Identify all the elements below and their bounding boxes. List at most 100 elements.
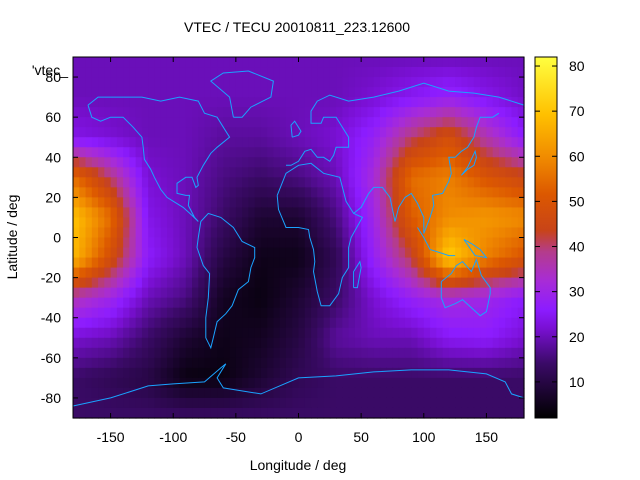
heatmap-cell bbox=[254, 107, 262, 118]
heatmap-cell bbox=[398, 257, 406, 269]
heatmap-cell bbox=[85, 277, 93, 289]
y-tick-label: -20 bbox=[41, 270, 61, 286]
heatmap-cell bbox=[79, 197, 87, 209]
heatmap-cell bbox=[354, 207, 362, 219]
heatmap-cell bbox=[79, 57, 87, 68]
heatmap-cell bbox=[392, 247, 400, 259]
heatmap-cell bbox=[436, 217, 444, 229]
heatmap-cell bbox=[386, 317, 394, 329]
heatmap-cell bbox=[210, 407, 218, 419]
heatmap-cell bbox=[423, 357, 431, 369]
heatmap-cell bbox=[480, 77, 488, 88]
heatmap-cell bbox=[267, 97, 275, 108]
heatmap-cell bbox=[455, 357, 462, 369]
heatmap-cell bbox=[492, 387, 500, 399]
heatmap-cell bbox=[386, 297, 394, 309]
heatmap-cell bbox=[492, 177, 500, 188]
heatmap-cell bbox=[354, 287, 362, 299]
heatmap-cell bbox=[392, 67, 400, 78]
heatmap-cell bbox=[235, 407, 243, 419]
heatmap-cell bbox=[430, 157, 437, 168]
heatmap-cell bbox=[116, 407, 124, 419]
heatmap-cell bbox=[85, 267, 93, 279]
heatmap-cell bbox=[254, 137, 262, 148]
heatmap-cell bbox=[192, 307, 199, 319]
heatmap-cell bbox=[348, 217, 356, 229]
heatmap-cell bbox=[223, 257, 231, 269]
heatmap-cell bbox=[448, 227, 456, 239]
heatmap-cell bbox=[436, 347, 444, 359]
heatmap-cell bbox=[166, 297, 174, 309]
heatmap-cell bbox=[98, 377, 105, 389]
heatmap-cell bbox=[317, 287, 325, 299]
heatmap-cell bbox=[254, 327, 262, 339]
heatmap-cell bbox=[367, 307, 375, 319]
heatmap-cell bbox=[91, 127, 99, 138]
heatmap-cell bbox=[148, 177, 156, 188]
heatmap-cell bbox=[192, 287, 199, 299]
heatmap-cell bbox=[498, 107, 506, 118]
heatmap-cell bbox=[336, 97, 343, 108]
heatmap-cell bbox=[361, 137, 368, 148]
heatmap-cell bbox=[467, 277, 475, 289]
heatmap-cell bbox=[442, 157, 450, 168]
heatmap-cell bbox=[467, 267, 475, 279]
heatmap-cell bbox=[392, 187, 400, 198]
heatmap-cell bbox=[342, 177, 350, 188]
heatmap-cell bbox=[329, 57, 337, 68]
heatmap-cell bbox=[273, 127, 281, 138]
heatmap-cell bbox=[210, 187, 218, 198]
heatmap-cell bbox=[179, 327, 187, 339]
heatmap-cell bbox=[198, 287, 206, 299]
heatmap-cell bbox=[311, 397, 318, 409]
heatmap-cell bbox=[260, 157, 268, 168]
heatmap-cell bbox=[367, 327, 375, 339]
heatmap-cell bbox=[467, 387, 475, 399]
heatmap-cell bbox=[480, 387, 488, 399]
heatmap-cell bbox=[141, 337, 149, 349]
heatmap-cell bbox=[73, 267, 80, 279]
heatmap-cell bbox=[204, 317, 212, 329]
heatmap-cell bbox=[85, 317, 93, 329]
heatmap-cell bbox=[292, 337, 300, 349]
heatmap-cell bbox=[498, 177, 506, 188]
heatmap-cell bbox=[448, 287, 456, 299]
heatmap-cell bbox=[436, 157, 444, 168]
heatmap-cell bbox=[467, 307, 475, 319]
heatmap-cell bbox=[160, 257, 168, 269]
heatmap-cell bbox=[192, 117, 199, 128]
heatmap-cell bbox=[254, 367, 262, 379]
heatmap-cell bbox=[423, 57, 431, 68]
heatmap-cell bbox=[329, 247, 337, 259]
heatmap-cell bbox=[279, 277, 287, 289]
heatmap-cell bbox=[173, 357, 181, 369]
y-tick-label: 20 bbox=[45, 189, 61, 205]
heatmap-cell bbox=[292, 247, 300, 259]
heatmap-cell bbox=[398, 277, 406, 289]
heatmap-cell bbox=[398, 177, 406, 188]
heatmap-cell bbox=[173, 97, 181, 108]
heatmap-cell bbox=[217, 347, 224, 359]
heatmap-cell bbox=[204, 57, 212, 68]
heatmap-cell bbox=[311, 367, 318, 379]
heatmap-cell bbox=[448, 97, 456, 108]
heatmap-cell bbox=[141, 197, 149, 209]
heatmap-cell bbox=[160, 407, 168, 419]
heatmap-cell bbox=[492, 287, 500, 299]
heatmap-cell bbox=[192, 57, 199, 68]
heatmap-cell bbox=[298, 147, 306, 158]
heatmap-cell bbox=[336, 317, 343, 329]
heatmap-cell bbox=[486, 57, 494, 68]
heatmap-cell bbox=[198, 87, 206, 98]
heatmap-cell bbox=[298, 127, 306, 138]
heatmap-cell bbox=[248, 147, 256, 158]
heatmap-cell bbox=[79, 137, 87, 148]
heatmap-cell bbox=[354, 147, 362, 158]
heatmap-cell bbox=[148, 77, 156, 88]
heatmap-cell bbox=[311, 177, 318, 188]
heatmap-cell bbox=[123, 247, 130, 259]
heatmap-cell bbox=[455, 257, 462, 269]
heatmap-cell bbox=[91, 177, 99, 188]
heatmap-cell bbox=[135, 287, 143, 299]
heatmap-cell bbox=[342, 317, 350, 329]
